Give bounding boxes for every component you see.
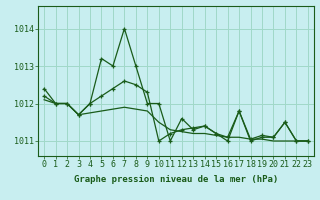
X-axis label: Graphe pression niveau de la mer (hPa): Graphe pression niveau de la mer (hPa) bbox=[74, 175, 278, 184]
